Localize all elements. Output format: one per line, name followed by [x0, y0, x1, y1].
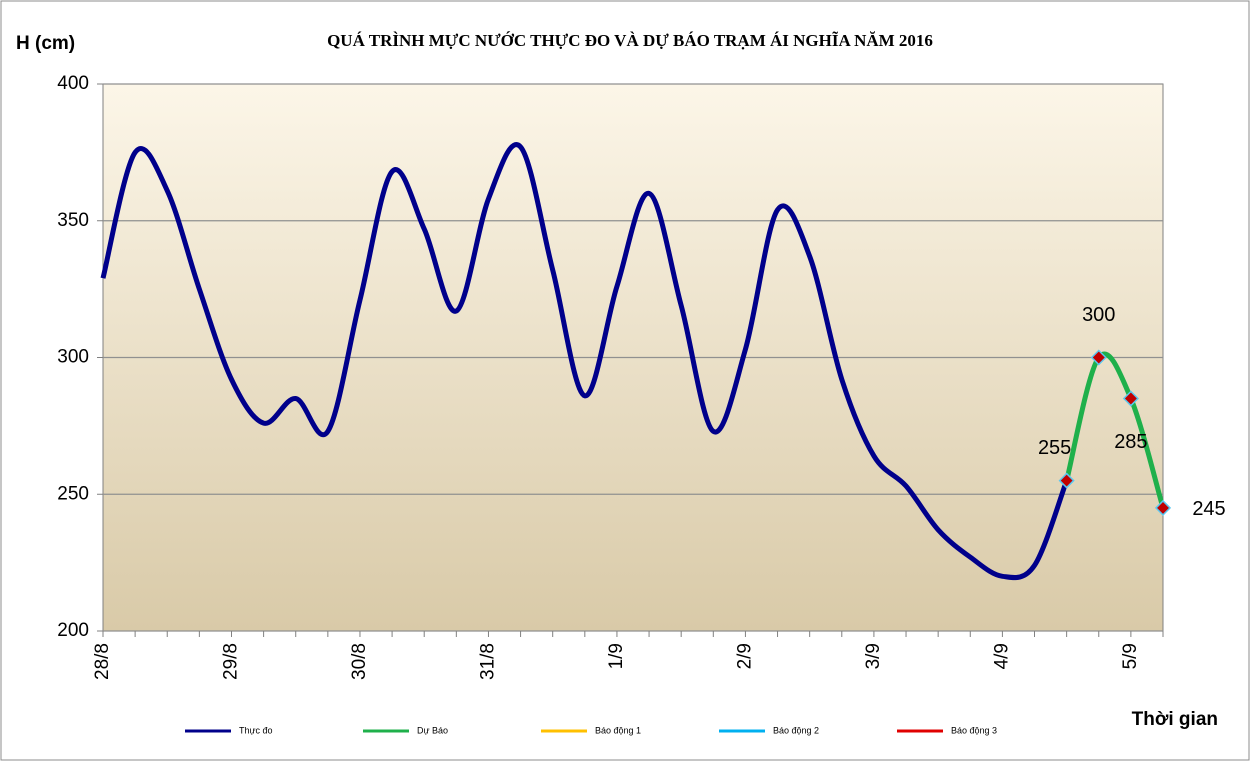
legend: Thực đo Dự Báo Báo động 1 Báo động 2 Báo độn…: [185, 725, 997, 735]
y-tick-label: 400: [57, 73, 89, 94]
y-tick-label: 350: [57, 210, 89, 231]
x-tick-label: 28/8: [92, 643, 113, 680]
y-tick-label: 250: [57, 483, 89, 504]
data-label: 245: [1192, 498, 1225, 520]
data-label: 285: [1114, 431, 1147, 453]
x-tick-label: 4/9: [991, 643, 1012, 669]
x-tick-label: 5/9: [1120, 643, 1141, 669]
legend-label: Báo động 1: [595, 725, 641, 735]
x-tick-label: 3/9: [863, 643, 884, 669]
x-axis-label: Thời gian: [1132, 709, 1218, 730]
legend-label: Báo động 2: [773, 725, 819, 735]
chart-title: QUÁ TRÌNH MỰC NƯỚC THỰC ĐO VÀ DỰ BÁO TRẠ…: [327, 31, 933, 50]
data-point: [1090, 349, 1107, 366]
x-tick-label: 2/9: [734, 643, 755, 669]
y-axis-label: H (cm): [16, 33, 75, 54]
legend-label: Thực đo: [239, 725, 273, 735]
x-tick-label: 30/8: [349, 643, 370, 680]
x-tick-label: 31/8: [477, 643, 498, 680]
data-point: [1122, 390, 1139, 407]
data-label: 300: [1082, 304, 1115, 326]
data-point: [1154, 499, 1172, 516]
legend-label: Báo động 3: [951, 725, 997, 735]
series-line: [100, 142, 1069, 581]
x-tick-label: 29/8: [221, 643, 242, 680]
x-tick-label: 1/9: [606, 643, 627, 669]
data-label: 255: [1038, 437, 1071, 459]
y-tick-label: 300: [57, 347, 89, 368]
y-tick-label: 200: [57, 620, 89, 641]
series-line: [1064, 351, 1166, 509]
marks: 255 300 285 245: [100, 142, 1226, 581]
legend-label: Dự Báo: [417, 725, 448, 735]
data-point: [1058, 472, 1075, 489]
